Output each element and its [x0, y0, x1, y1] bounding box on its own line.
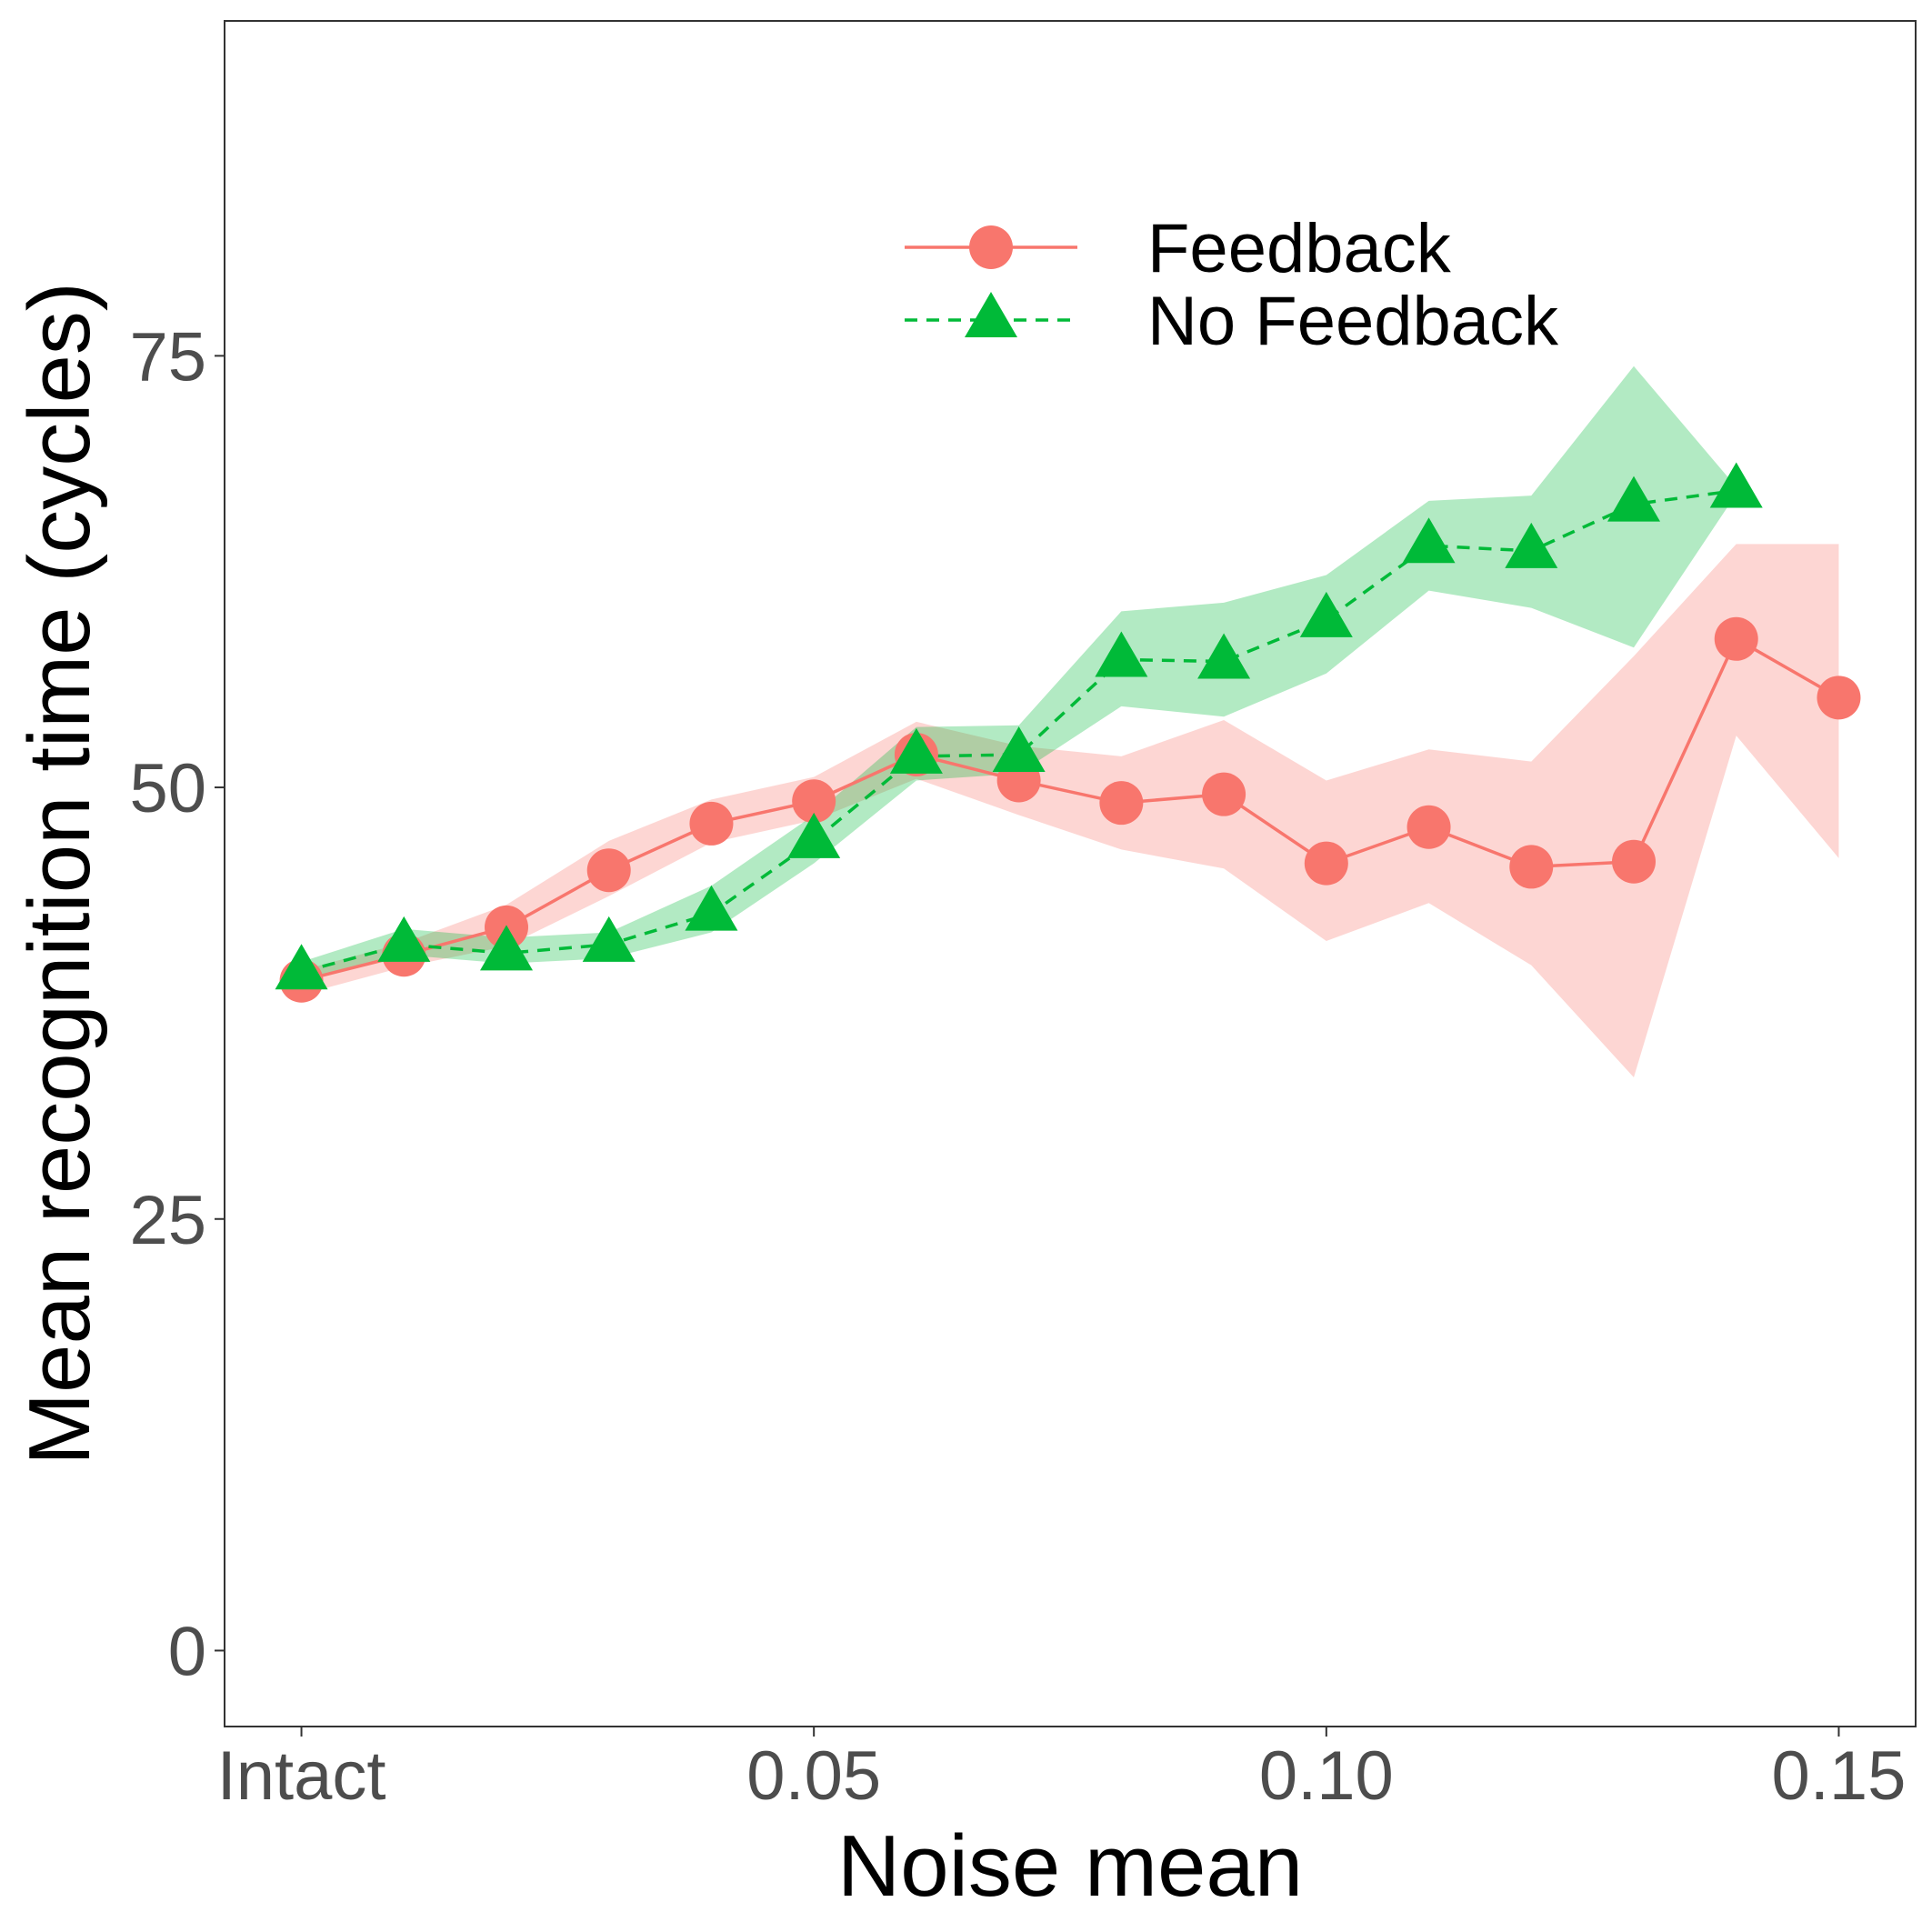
no-feedback-point [685, 885, 738, 931]
x-axis: Intact 0.05 0.10 0.15 [217, 1727, 1906, 1815]
y-tick-label: 50 [129, 750, 206, 827]
series-markers [275, 462, 1861, 1003]
feedback-line [301, 636, 1840, 983]
no-feedback-point [889, 727, 943, 774]
no-feedback-point [1299, 591, 1353, 637]
no-feedback-point [1197, 633, 1251, 679]
y-axis-title: Mean recognition time (cycles) [11, 282, 108, 1466]
no-feedback-point [582, 916, 636, 962]
legend-key-marker-no-feedback [965, 292, 1017, 337]
no-feedback-point [480, 925, 533, 971]
feedback-point [1612, 839, 1656, 884]
no-feedback-ribbon [301, 365, 1737, 981]
no-feedback-point [1505, 522, 1558, 568]
y-tick-label: 25 [129, 1182, 206, 1259]
feedback-ribbon [301, 544, 1839, 1078]
x-tick-label: 0.05 [746, 1737, 881, 1815]
x-tick-label: Intact [217, 1737, 386, 1815]
y-axis: 0 25 50 75 [129, 318, 225, 1690]
no-feedback-point [787, 812, 841, 858]
no-feedback-point [992, 726, 1046, 772]
legend-label-feedback: Feedback [1147, 210, 1452, 287]
x-tick-label: 0.10 [1259, 1737, 1394, 1815]
no-feedback-point [1607, 475, 1660, 522]
no-feedback-line [301, 488, 1737, 974]
legend-label-no-feedback: No Feedback [1147, 283, 1559, 360]
feedback-point [1509, 845, 1554, 889]
no-feedback-point [1095, 631, 1148, 677]
feedback-point [792, 779, 836, 824]
feedback-point [586, 848, 631, 893]
x-axis-title: Noise mean [837, 1817, 1303, 1915]
legend-key-marker-feedback [969, 225, 1013, 269]
feedback-point [689, 801, 734, 846]
no-feedback-point [1709, 462, 1763, 508]
series-lines [301, 488, 1840, 983]
x-tick-label: 0.15 [1771, 1737, 1906, 1815]
feedback-point [1099, 781, 1144, 826]
feedback-point [1304, 841, 1348, 886]
feedback-point [1202, 772, 1246, 816]
no-feedback-point [1402, 517, 1456, 564]
feedback-point [1714, 616, 1758, 661]
feedback-point [1817, 676, 1861, 720]
feedback-point [1406, 805, 1451, 849]
y-tick-label: 75 [129, 318, 206, 395]
y-tick-label: 0 [168, 1613, 206, 1690]
no-feedback-point [275, 944, 328, 990]
panel-border [224, 20, 1917, 1727]
confidence-ribbons [301, 365, 1839, 1078]
no-feedback-point [377, 916, 431, 962]
